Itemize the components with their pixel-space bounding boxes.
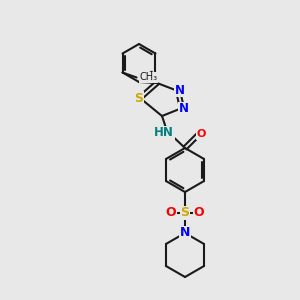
Text: O: O [194, 206, 204, 220]
Text: O: O [166, 206, 176, 220]
Text: N: N [180, 226, 190, 239]
Text: S: S [134, 92, 143, 104]
Text: O: O [196, 129, 206, 139]
Text: HN: HN [154, 127, 174, 140]
Text: N: N [179, 103, 189, 116]
Text: CH₃: CH₃ [140, 73, 158, 82]
Text: N: N [175, 83, 185, 97]
Text: S: S [181, 206, 190, 220]
